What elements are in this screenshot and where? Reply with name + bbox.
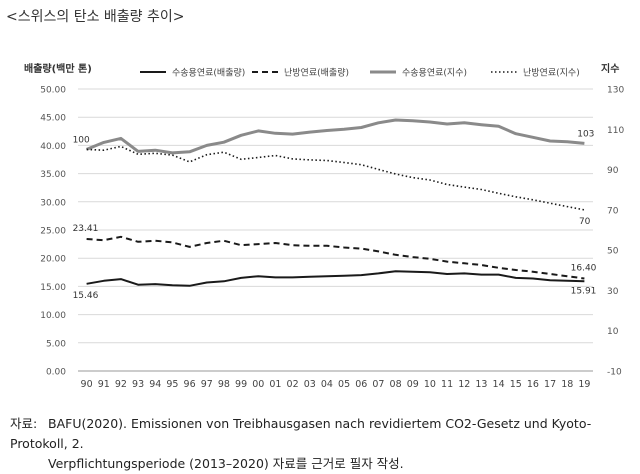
- y2-tick-label: -10: [607, 368, 622, 378]
- y2-tick-label: 10: [607, 327, 619, 337]
- y-tick-label: 45.00: [40, 114, 66, 124]
- y-tick-label: 30.00: [40, 198, 66, 208]
- x-tick-label: 08: [390, 379, 402, 390]
- x-tick-label: 05: [338, 379, 350, 390]
- x-tick-label: 18: [561, 379, 573, 390]
- legend-label: 난방연료(지수): [523, 68, 580, 79]
- x-tick-label: 13: [475, 379, 487, 390]
- x-tick-label: 00: [252, 379, 264, 390]
- x-tick-label: 12: [458, 379, 470, 390]
- source-label: 자료:: [10, 416, 38, 431]
- x-tick-label: 92: [115, 379, 127, 390]
- data-label: 15.91: [571, 286, 597, 296]
- y-tick-label: 35.00: [40, 170, 66, 180]
- x-tick-label: 04: [321, 379, 333, 390]
- data-label: 103: [577, 129, 594, 139]
- y-tick-label: 15.00: [40, 283, 66, 293]
- x-tick-label: 02: [287, 379, 299, 390]
- y-tick-label: 10.00: [40, 311, 66, 321]
- x-tick-label: 91: [98, 379, 110, 390]
- y2-tick-label: 30: [607, 287, 619, 297]
- series-line: [86, 118, 585, 155]
- x-tick-label: 90: [81, 379, 93, 390]
- x-tick-label: 94: [149, 379, 161, 390]
- x-tick-label: 95: [166, 379, 178, 390]
- x-tick-label: 11: [441, 379, 453, 390]
- y2-tick-label: 50: [607, 247, 619, 257]
- legend-label: 수송용연료(지수): [402, 68, 467, 79]
- y-tick-label: 25.00: [40, 227, 66, 237]
- series-line: [86, 235, 585, 280]
- x-tick-label: 10: [424, 379, 436, 390]
- legend-label: 난방연료(배출량): [284, 67, 349, 79]
- y-tick-label: 20.00: [40, 255, 66, 265]
- y2-tick-label: 70: [607, 206, 619, 216]
- x-tick-label: 97: [201, 379, 213, 390]
- data-label: 15.46: [73, 291, 99, 301]
- x-tick-label: 99: [235, 379, 247, 390]
- y2-axis-title: 지수: [601, 62, 619, 75]
- legend-label: 수송용연료(배출량): [172, 67, 245, 79]
- data-label: 70: [579, 217, 591, 227]
- x-tick-label: 93: [132, 379, 144, 390]
- y-tick-label: 0.00: [46, 368, 66, 378]
- data-label: 100: [73, 135, 90, 145]
- x-tick-label: 03: [304, 379, 316, 390]
- x-tick-label: 98: [218, 379, 230, 390]
- x-tick-label: 17: [544, 379, 556, 390]
- x-tick-label: 96: [184, 379, 196, 390]
- x-tick-label: 14: [493, 379, 505, 390]
- y2-tick-label: 90: [607, 166, 619, 176]
- y-tick-label: 50.00: [40, 86, 66, 96]
- source-line-1: BAFU(2020). Emissionen von Treibhausgase…: [10, 416, 592, 451]
- source-note: 자료: BAFU(2020). Emissionen von Treibhausg…: [10, 414, 630, 474]
- source-line-2: Verpflichtungsperiode (2013–2020) 자료를 근거…: [48, 456, 404, 471]
- x-tick-label: 01: [269, 379, 281, 390]
- series-line: [86, 145, 585, 211]
- data-label: 16.40: [571, 264, 597, 274]
- series-line: [86, 270, 585, 287]
- y2-tick-label: 110: [607, 126, 624, 136]
- x-tick-label: 19: [578, 379, 590, 390]
- x-tick-label: 16: [527, 379, 539, 390]
- x-tick-label: 06: [355, 379, 367, 390]
- y2-tick-label: 130: [607, 86, 624, 96]
- x-tick-label: 07: [372, 379, 384, 390]
- line-chart: 0.00 5.00 10.00 15.00 20.00 25.00 30.00 35.00 40…: [24, 62, 624, 390]
- x-tick-label: 15: [510, 379, 522, 390]
- y-axis-title: 배출량(백만 톤): [24, 62, 92, 75]
- data-label: 23.41: [73, 224, 99, 234]
- x-tick-label: 09: [407, 379, 419, 390]
- y-tick-label: 5.00: [46, 339, 66, 349]
- chart-title: <스위스의 탄소 배출량 추이>: [6, 9, 185, 25]
- y-tick-label: 40.00: [40, 142, 66, 152]
